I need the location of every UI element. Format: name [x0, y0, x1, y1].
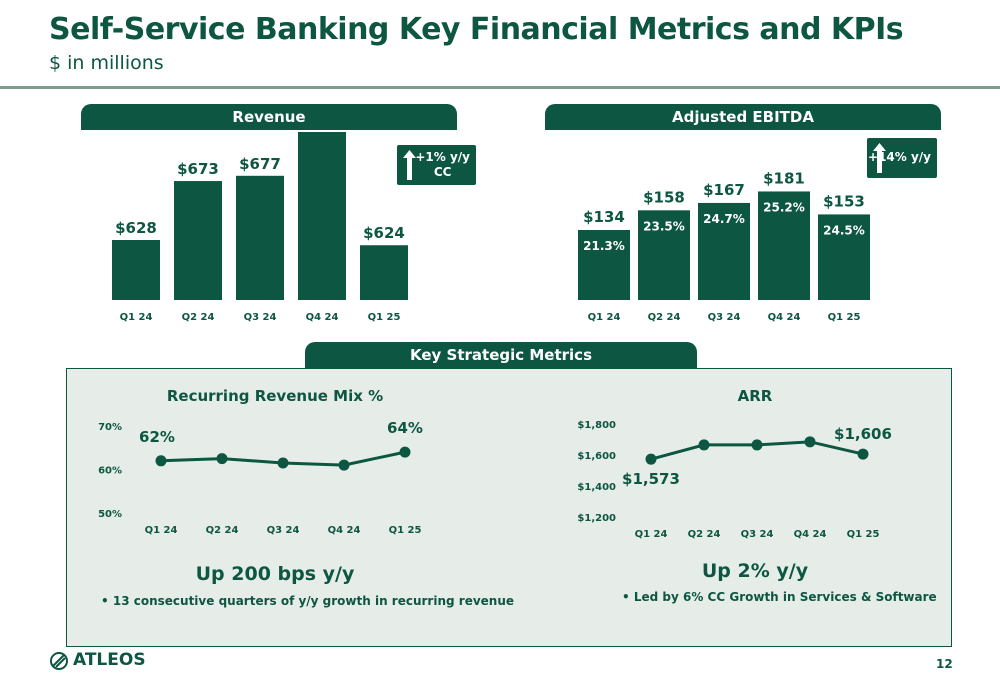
arr-point: [645, 453, 657, 465]
arr-x-tick: Q4 24: [794, 529, 827, 540]
recurring-y-tick: 60%: [98, 466, 122, 477]
ebitda-value-label: $134: [583, 208, 625, 226]
recurring-y-tick: 70%: [98, 422, 122, 433]
page-number: 12: [936, 657, 953, 671]
arr-x-tick: Q1 24: [635, 529, 668, 540]
ebitda-margin-label: 23.5%: [643, 219, 685, 233]
revenue-bar: [174, 181, 222, 300]
ebitda-growth-text: +14% y/y: [868, 150, 931, 164]
recurring-point-label: 64%: [387, 419, 423, 437]
arr-title: ARR: [737, 387, 773, 405]
arr-y-tick: $1,200: [577, 513, 616, 524]
ebitda-bar: [698, 202, 750, 300]
recurring-point-label: 62%: [139, 428, 175, 446]
ebitda-chart: $134 21.3% Q1 24 $158 23.5% Q2 24 $167 24.7% Q3 …: [578, 169, 870, 323]
revenue-x-tick: Q2 24: [182, 312, 215, 323]
arrow-up-icon: [403, 150, 416, 183]
revenue-growth-badge: +1% y/y CC: [397, 145, 476, 185]
revenue-growth-text: +1% y/y: [415, 150, 470, 164]
revenue-bar: [298, 132, 346, 300]
ebitda-bar: [638, 210, 690, 300]
recurring-point: [277, 457, 289, 469]
logo-text: ATLEOS: [73, 650, 146, 670]
arr-chart: $1,800 $1,600 $1,400 $1,200 $1,573 Q1 24 Q2 24…: [577, 420, 892, 540]
ebitda-x-tick: Q4 24: [768, 312, 801, 323]
page-title: Self-Service Banking Key Financial Metri…: [49, 12, 904, 47]
recurring-point: [399, 446, 411, 458]
revenue-value-label: $673: [177, 160, 219, 178]
recurring-mix-title: Recurring Revenue Mix %: [166, 387, 384, 405]
recurring-headline: Up 200 bps y/y: [195, 563, 355, 585]
arr-point: [751, 439, 763, 451]
revenue-x-tick: Q3 24: [244, 312, 277, 323]
ebitda-bar: [758, 191, 810, 300]
ebitda-x-tick: Q1 24: [588, 312, 621, 323]
ebitda-bar: [578, 230, 630, 300]
recurring-bullet: • 13 consecutive quarters of y/y growth …: [101, 594, 515, 608]
arr-x-tick: Q3 24: [741, 529, 774, 540]
recurring-x-tick: Q4 24: [328, 525, 361, 536]
ebitda-margin-label: 25.2%: [763, 200, 805, 214]
ebitda-bar: [818, 214, 870, 300]
arr-y-tick: $1,600: [577, 451, 616, 462]
recurring-x-tick: Q1 24: [145, 525, 178, 536]
ebitda-value-label: $167: [703, 181, 745, 199]
recurring-y-tick: 50%: [98, 509, 122, 520]
arrow-up-icon: [873, 143, 886, 176]
ebitda-value-label: $158: [643, 188, 685, 206]
arr-x-tick: Q2 24: [688, 529, 721, 540]
arr-bullet-text: Led by 6% CC Growth in Services & Softwa…: [633, 590, 937, 604]
ebitda-value-label: $153: [823, 192, 865, 210]
arr-point-label: $1,606: [834, 425, 892, 443]
arr-y-tick: $1,800: [577, 420, 616, 431]
recurring-mix-chart: 70% 60% 50% 62% Q1 24 Q2 24 Q3 24 Q4 24 64% Q1 25: [98, 419, 423, 536]
arr-point: [804, 436, 816, 448]
ebitda-x-tick: Q3 24: [708, 312, 741, 323]
revenue-bar: [236, 175, 284, 300]
recurring-point: [338, 459, 350, 471]
revenue-value-label: $628: [115, 219, 157, 237]
ebitda-margin-label: 21.3%: [583, 239, 625, 253]
recurring-point: [155, 455, 167, 467]
ebitda-value-label: $181: [763, 169, 805, 187]
revenue-bar: [360, 245, 408, 300]
ebitda-margin-label: 24.5%: [823, 223, 865, 237]
atleos-logo-icon: [49, 651, 69, 676]
recurring-x-tick: Q2 24: [206, 525, 239, 536]
page-subtitle: $ in millions: [49, 52, 164, 74]
revenue-growth-basis: CC: [433, 165, 452, 179]
header-divider: [0, 86, 1000, 89]
arr-bullet: • Led by 6% CC Growth in Services & Soft…: [622, 590, 937, 604]
revenue-x-tick: Q4 24: [306, 312, 339, 323]
ebitda-x-tick: Q1 25: [828, 312, 861, 323]
arr-x-tick: Q1 25: [847, 529, 880, 540]
recurring-x-tick: Q3 24: [267, 525, 300, 536]
arr-headline: Up 2% y/y: [701, 560, 809, 582]
revenue-value-label: $624: [363, 224, 405, 242]
ebitda-growth-badge: +14% y/y: [867, 138, 937, 178]
ebitda-margin-label: 24.7%: [703, 212, 745, 226]
revenue-banner: Revenue: [81, 104, 457, 130]
key-metrics-banner: Key Strategic Metrics: [305, 342, 697, 368]
ebitda-banner: Adjusted EBITDA: [545, 104, 941, 130]
revenue-value-label: $677: [239, 155, 281, 173]
revenue-bar: [112, 240, 160, 300]
arr-point: [698, 439, 710, 451]
arr-point-label: $1,573: [622, 470, 680, 488]
arr-y-tick: $1,400: [577, 482, 616, 493]
key-metrics-panel: [66, 368, 952, 647]
recurring-x-tick: Q1 25: [389, 525, 422, 536]
revenue-x-tick: Q1 25: [368, 312, 401, 323]
ebitda-x-tick: Q2 24: [648, 312, 681, 323]
recurring-bullet-text: 13 consecutive quarters of y/y growth in…: [112, 594, 515, 608]
recurring-point: [216, 453, 228, 465]
arr-point: [857, 448, 869, 460]
revenue-x-tick: Q1 24: [120, 312, 153, 323]
